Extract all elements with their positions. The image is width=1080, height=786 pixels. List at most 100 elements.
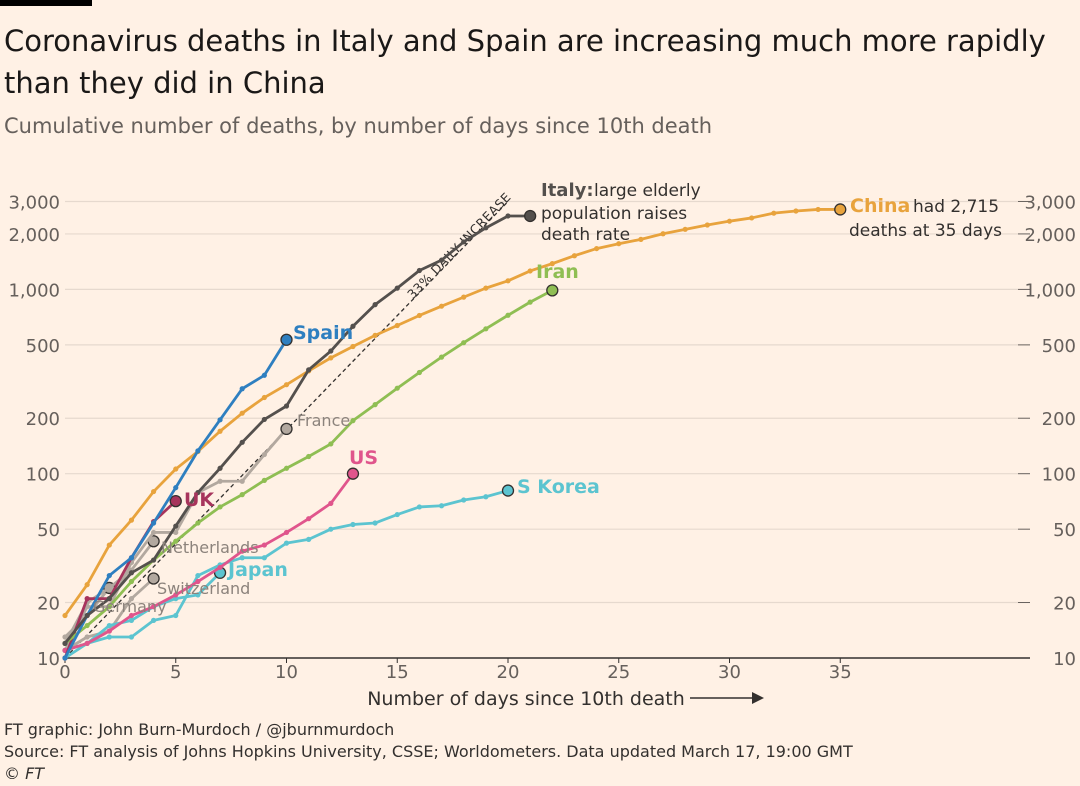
point-china-5 bbox=[173, 466, 179, 472]
ytick-left-3000: 3,000 bbox=[8, 192, 60, 213]
italy-note-line-1: large elderly bbox=[594, 181, 701, 201]
point-us-1 bbox=[84, 640, 90, 647]
endpoint-s-korea bbox=[501, 484, 515, 497]
series-label-germany: Germany bbox=[93, 597, 167, 616]
point-s-korea-12 bbox=[328, 526, 334, 532]
chart-title: Coronavirus deaths in Italy and Spain ar… bbox=[4, 24, 1046, 100]
point-china-25 bbox=[616, 241, 622, 247]
endpoint-uk bbox=[169, 494, 182, 508]
series-label-netherlands: Netherlands bbox=[161, 538, 259, 557]
point-us-11 bbox=[306, 516, 312, 522]
footer-credit: FT graphic: John Burn-Murdoch / @jburnmu… bbox=[4, 720, 395, 739]
point-s-korea-13 bbox=[350, 521, 356, 528]
brand-bar bbox=[0, 0, 92, 6]
point-italy-8 bbox=[239, 439, 245, 445]
ytick-left-1000: 1,000 bbox=[8, 280, 60, 301]
point-italy-9 bbox=[261, 416, 267, 423]
point-iran-1 bbox=[84, 622, 90, 629]
point-china-20 bbox=[505, 278, 511, 284]
point-france-5 bbox=[173, 529, 179, 536]
xtick-30: 30 bbox=[718, 662, 741, 683]
point-iran-14 bbox=[372, 402, 378, 408]
point-italy-5 bbox=[173, 523, 179, 529]
point-iran-13 bbox=[350, 418, 356, 424]
ytick-left-200: 200 bbox=[26, 409, 60, 430]
series-label-france: France bbox=[297, 411, 350, 430]
xtick-35: 35 bbox=[829, 662, 852, 683]
point-italy-17 bbox=[438, 257, 445, 263]
point-china-30 bbox=[726, 218, 733, 224]
ytick-left-500: 500 bbox=[26, 336, 60, 357]
point-italy-6 bbox=[195, 489, 201, 496]
point-iran-9 bbox=[261, 477, 267, 483]
ytick-left-50: 50 bbox=[37, 520, 60, 541]
point-iran-5 bbox=[173, 538, 179, 544]
point-china-34 bbox=[815, 206, 821, 213]
endpoint-iran bbox=[546, 284, 559, 297]
point-china-15 bbox=[394, 322, 400, 329]
footer-copyright: © FT bbox=[4, 764, 45, 783]
ytick-right-20: 20 bbox=[1053, 594, 1076, 615]
point-us-5 bbox=[173, 592, 179, 598]
endpoint-france bbox=[280, 422, 293, 436]
series-italy bbox=[62, 209, 537, 647]
point-china-27 bbox=[660, 231, 666, 237]
ytick-right-1000: 1,000 bbox=[1024, 280, 1076, 301]
point-china-14 bbox=[372, 332, 378, 338]
point-italy-15 bbox=[394, 285, 400, 291]
point-s-korea-16 bbox=[416, 504, 422, 510]
ytick-right-10: 10 bbox=[1053, 649, 1076, 670]
point-china-28 bbox=[682, 226, 688, 232]
point-china-8 bbox=[239, 410, 245, 416]
point-japan-6 bbox=[195, 592, 201, 598]
point-italy-11 bbox=[306, 367, 312, 373]
point-us-4 bbox=[151, 604, 157, 610]
series-label-s-korea: S Korea bbox=[517, 476, 600, 498]
endpoint-italy bbox=[524, 209, 537, 223]
point-iran-16 bbox=[416, 369, 422, 376]
point-france-8 bbox=[239, 478, 245, 484]
point-china-4 bbox=[151, 488, 157, 495]
point-france-4 bbox=[151, 529, 157, 536]
series-label-japan: Japan bbox=[226, 559, 288, 581]
point-iran-20 bbox=[505, 312, 511, 318]
ytick-left-20: 20 bbox=[37, 594, 60, 615]
point-s-korea-17 bbox=[438, 503, 445, 509]
point-s-korea-5 bbox=[173, 612, 179, 619]
point-us-9 bbox=[261, 542, 267, 548]
point-spain-2 bbox=[106, 572, 112, 579]
point-s-korea-10 bbox=[283, 540, 290, 546]
point-spain-6 bbox=[195, 448, 201, 454]
point-italy-3 bbox=[128, 570, 135, 576]
italy-note-line-3: death rate bbox=[541, 225, 630, 245]
xtick-10: 10 bbox=[275, 662, 298, 683]
china-note-line-2: deaths at 35 days bbox=[849, 221, 1002, 241]
point-spain-9 bbox=[261, 372, 267, 378]
point-spain-7 bbox=[217, 417, 223, 423]
series-line-italy bbox=[63, 214, 531, 645]
xtick-15: 15 bbox=[386, 662, 409, 683]
point-iran-7 bbox=[217, 504, 223, 510]
point-s-korea-18 bbox=[461, 497, 467, 503]
point-france-7 bbox=[217, 478, 223, 484]
point-spain-3 bbox=[128, 555, 135, 561]
chart-subtitle: Cumulative number of deaths, by number o… bbox=[4, 114, 713, 138]
series-label-uk: UK bbox=[184, 489, 215, 511]
point-switzerland-1 bbox=[84, 634, 90, 640]
point-s-korea-19 bbox=[483, 494, 489, 500]
series-us bbox=[62, 467, 360, 653]
point-china-18 bbox=[461, 294, 467, 300]
point-uk-1 bbox=[84, 596, 90, 602]
series-label-iran: Iran bbox=[536, 261, 579, 283]
ytick-left-10: 10 bbox=[37, 649, 60, 670]
xtick-25: 25 bbox=[607, 662, 630, 683]
point-s-korea-15 bbox=[394, 511, 400, 518]
point-netherlands-2 bbox=[106, 585, 112, 591]
point-china-19 bbox=[483, 285, 489, 291]
point-us-12 bbox=[328, 500, 334, 507]
point-china-12 bbox=[328, 355, 334, 361]
endpoint-us bbox=[346, 467, 360, 480]
point-china-33 bbox=[793, 208, 799, 214]
series-label-switzerland: Switzerland bbox=[157, 579, 250, 598]
